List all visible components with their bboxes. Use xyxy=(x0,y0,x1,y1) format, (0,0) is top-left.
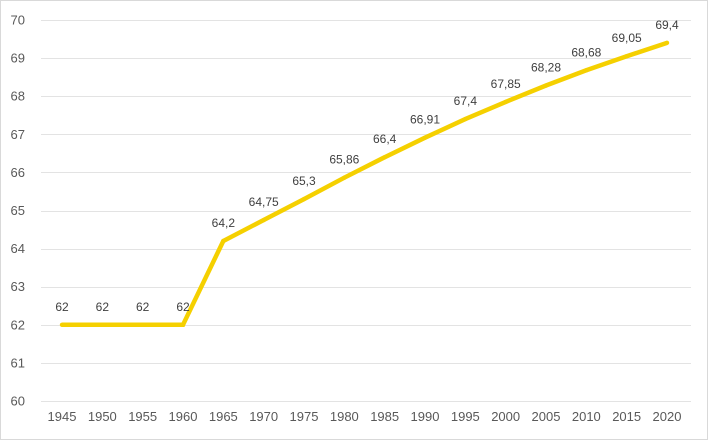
x-tick-label: 1995 xyxy=(451,409,480,424)
data-point xyxy=(221,238,226,244)
x-tick-label: 2000 xyxy=(491,409,520,424)
data-labels: 62 62 62 62 64,2 64,75 65,3 65,86 66,4 66,91 67,4 6… xyxy=(55,18,679,314)
data-label: 62 xyxy=(96,300,110,314)
x-tick-label: 1970 xyxy=(249,409,278,424)
x-tick-label: 2020 xyxy=(653,409,682,424)
data-point xyxy=(301,196,307,202)
data-point xyxy=(422,135,428,140)
data-label: 66,91 xyxy=(410,113,440,127)
gridlines xyxy=(41,20,691,402)
data-point xyxy=(59,322,65,327)
x-tick-label: 1985 xyxy=(370,409,399,424)
y-axis: 60 61 62 63 64 65 66 67 68 69 70 xyxy=(11,13,25,409)
data-label: 69,05 xyxy=(612,31,642,45)
data-point xyxy=(342,175,347,180)
data-point xyxy=(140,322,145,327)
y-tick-label: 68 xyxy=(11,89,25,104)
y-tick-label: 62 xyxy=(11,317,25,332)
data-point xyxy=(100,322,105,327)
x-tick-label: 1990 xyxy=(411,409,440,424)
x-axis: 1945 1950 1955 1960 1965 1970 1975 1980 1985 1990… xyxy=(48,409,682,424)
series-line xyxy=(62,40,668,328)
y-tick-label: 60 xyxy=(11,394,25,409)
data-point xyxy=(584,68,589,73)
x-tick-label: 1965 xyxy=(209,409,238,424)
x-tick-label: 1950 xyxy=(88,409,117,424)
data-label: 62 xyxy=(136,300,150,314)
x-tick-label: 1945 xyxy=(48,409,77,424)
y-tick-label: 70 xyxy=(11,13,25,28)
data-point xyxy=(664,40,670,46)
data-point xyxy=(382,154,387,160)
data-point xyxy=(463,116,468,122)
data-label: 66,4 xyxy=(373,132,397,146)
data-label: 68,68 xyxy=(571,45,601,59)
y-tick-label: 69 xyxy=(11,51,25,66)
data-label: 64,75 xyxy=(249,195,279,209)
x-tick-label: 1955 xyxy=(128,409,157,424)
x-tick-label: 1980 xyxy=(330,409,359,424)
x-tick-label: 2010 xyxy=(572,409,601,424)
data-point xyxy=(180,322,186,327)
data-point xyxy=(503,99,508,105)
data-label: 65,3 xyxy=(292,174,316,188)
y-tick-label: 63 xyxy=(11,279,25,294)
x-tick-label: 1975 xyxy=(290,409,319,424)
x-tick-label: 2005 xyxy=(532,409,561,424)
data-point xyxy=(261,217,266,223)
x-tick-label: 1960 xyxy=(169,409,198,424)
data-label: 69,4 xyxy=(655,18,679,32)
y-tick-label: 65 xyxy=(11,203,25,218)
series-layer xyxy=(59,40,670,328)
data-label: 65,86 xyxy=(329,153,359,167)
data-label: 67,4 xyxy=(454,94,478,108)
y-tick-label: 61 xyxy=(11,355,25,370)
y-tick-label: 66 xyxy=(11,165,25,180)
x-tick-label: 2015 xyxy=(612,409,641,424)
data-label: 64,2 xyxy=(212,216,236,230)
data-point xyxy=(624,53,629,59)
y-tick-label: 67 xyxy=(11,127,25,142)
data-label: 62 xyxy=(176,300,190,314)
data-label: 68,28 xyxy=(531,61,561,75)
data-label: 62 xyxy=(55,300,69,314)
y-tick-label: 64 xyxy=(11,241,25,256)
data-point xyxy=(543,83,549,88)
data-label: 67,85 xyxy=(491,77,521,91)
